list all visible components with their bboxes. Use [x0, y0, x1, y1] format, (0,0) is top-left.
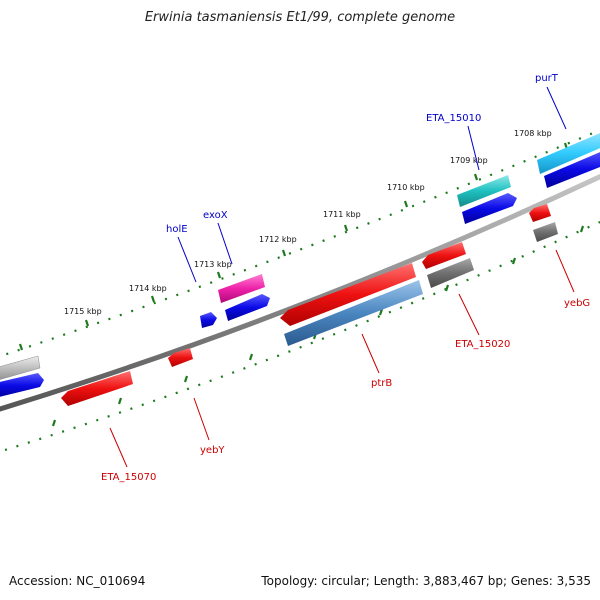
- genome-backbone: [0, 173, 600, 412]
- gene-label-purT: purT: [535, 73, 559, 84]
- scale-label-1712: 1712 kbp: [259, 235, 297, 244]
- feature-ETA_15020: [427, 258, 474, 288]
- feature-yebG: [533, 222, 558, 242]
- callout-holE: [177, 236, 197, 283]
- feature-ptrB-red: [280, 263, 416, 326]
- scale-label-1713: 1713 kbp: [194, 260, 232, 269]
- major-ticks-inner: [51, 225, 585, 427]
- feature-ETA_15070: [61, 371, 133, 406]
- feature-silver-left: [0, 355, 41, 380]
- feature-purT: [537, 133, 600, 174]
- feature-ETA_15010: [457, 175, 511, 207]
- callout-ETA_15010: [467, 125, 480, 171]
- major-ticks-outer: [18, 142, 569, 351]
- inner-scale-ticks: [4, 220, 600, 452]
- feature-blue-mid: [225, 294, 270, 321]
- scale-label-1708: 1708 kbp: [514, 129, 552, 138]
- gene-label-exoX: exoX: [203, 210, 228, 221]
- feature-ptrB: [284, 280, 423, 346]
- scale-label-1711: 1711 kbp: [323, 210, 361, 219]
- feature-ETA_15020-red: [422, 242, 466, 269]
- callout-yebG: [555, 249, 575, 293]
- scale-label-1715: 1715 kbp: [64, 307, 102, 316]
- feature-yebY: [168, 348, 193, 367]
- feature-yebG-red: [529, 204, 551, 222]
- scale-label-1710: 1710 kbp: [387, 183, 425, 192]
- map-title: Erwinia tasmaniensis Et1/99, complete ge…: [144, 10, 456, 25]
- gene-label-yebG: yebG: [564, 298, 590, 309]
- gene-label-holE: holE: [166, 224, 188, 235]
- feature-blue-eta15010: [462, 193, 517, 224]
- callout-purT: [546, 86, 567, 130]
- gene-label-ETA_15020: ETA_15020: [455, 339, 510, 350]
- gene-label-yebY: yebY: [200, 445, 225, 456]
- callout-ETA_15070: [109, 427, 128, 468]
- scale-label-1709: 1709 kbp: [450, 156, 488, 165]
- accession-text: Accession: NC_010694: [9, 574, 146, 588]
- gene-label-ETA_15010: ETA_15010: [426, 113, 481, 124]
- callout-ptrB: [361, 333, 380, 374]
- scale-label-1714: 1714 kbp: [129, 284, 167, 293]
- feature-exoX: [218, 274, 265, 303]
- gene-label-ptrB: ptrB: [371, 378, 392, 389]
- callout-exoX: [217, 222, 233, 265]
- callout-ETA_15020: [458, 293, 480, 336]
- outer-scale-ticks: [0, 128, 600, 358]
- feature-blue-purT: [544, 152, 600, 188]
- callout-yebY: [193, 397, 210, 441]
- feature-blue-left: [0, 373, 44, 397]
- feature-holE: [200, 312, 217, 328]
- topology-text: Topology: circular; Length: 3,883,467 bp…: [261, 574, 591, 588]
- gene-label-ETA_15070: ETA_15070: [101, 472, 156, 483]
